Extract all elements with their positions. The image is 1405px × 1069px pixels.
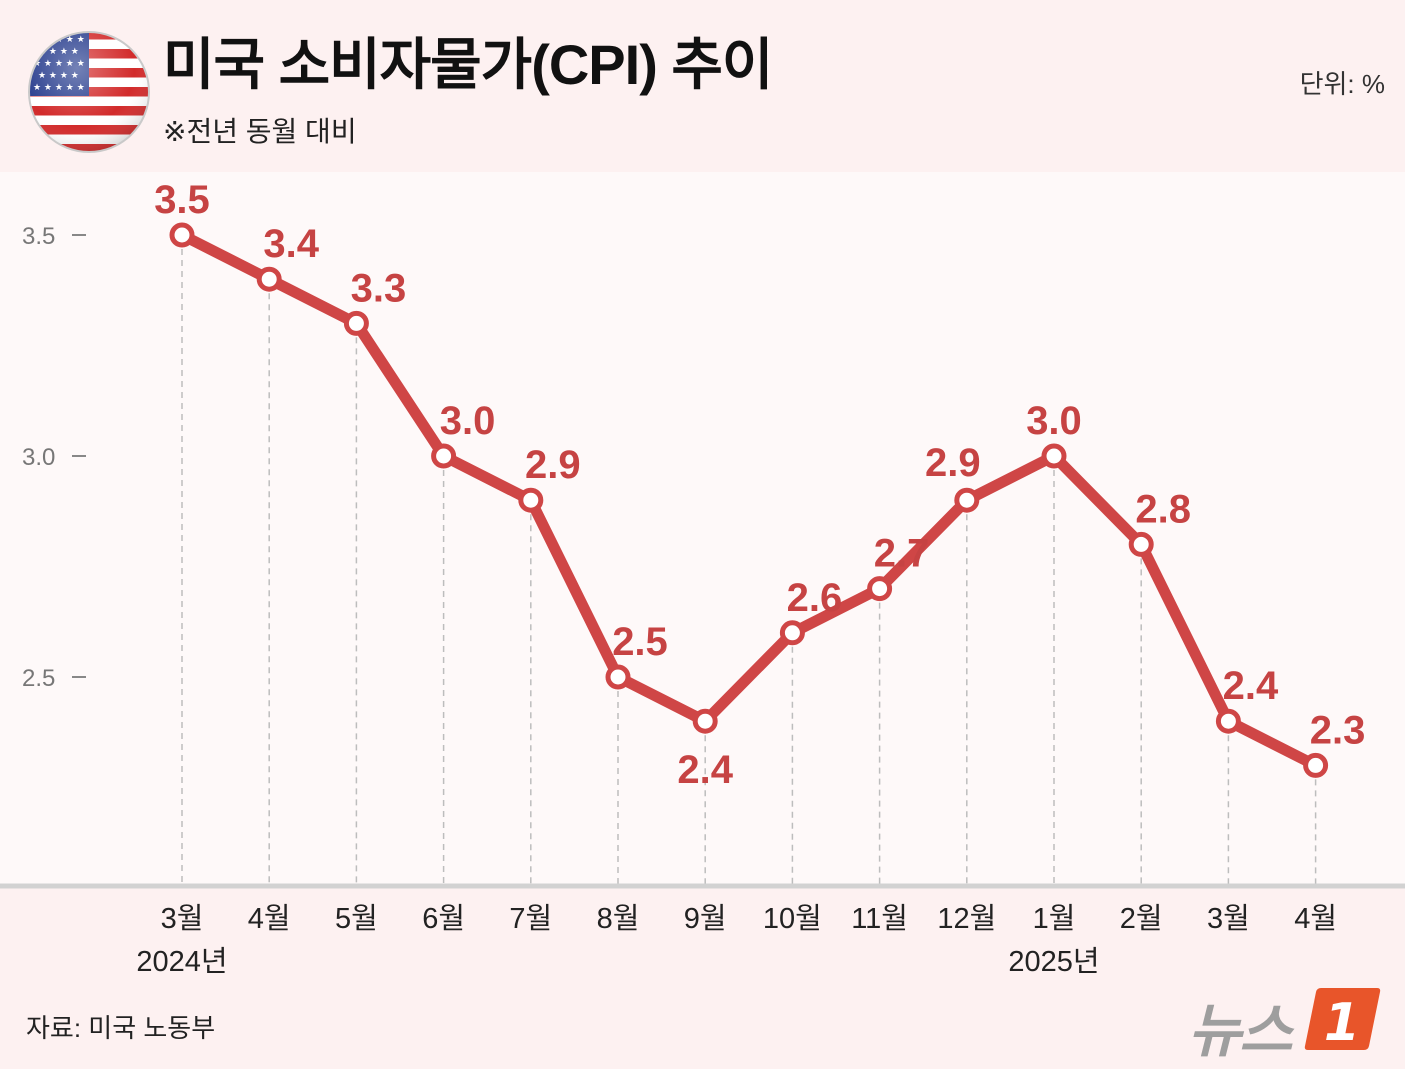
data-labels: 3.5 3.4 3.3 3.0 2.9 2.5 2.4 2.6 2.7 2.9 3.0 2.8 2.4 2… — [154, 178, 1365, 792]
x-tick-label: 3월 — [1207, 902, 1250, 935]
data-point — [1215, 708, 1241, 734]
x-tick-label: 5월 — [335, 902, 378, 935]
x-tick-label: 3월 — [161, 902, 204, 935]
x-tick-label: 11월 — [851, 902, 908, 935]
data-label: 3.3 — [351, 266, 407, 310]
data-label: 2.4 — [1223, 664, 1279, 708]
x-tick-label: 8월 — [597, 902, 640, 935]
data-label: 2.7 — [874, 532, 930, 576]
unit-label: 단위: % — [1299, 69, 1385, 99]
data-label: 3.5 — [154, 178, 210, 222]
series-points — [169, 222, 1329, 778]
logo-mark: 1 — [1324, 993, 1360, 1052]
x-tick-label: 9월 — [684, 902, 727, 935]
x-tick-label: 1월 — [1033, 902, 1076, 935]
data-point — [779, 620, 805, 646]
y-tick-label: 3.5 — [22, 223, 55, 250]
cpi-series-line — [176, 229, 1322, 771]
data-point — [169, 222, 195, 248]
logo-text: 뉴스 — [1188, 999, 1293, 1064]
data-point — [256, 266, 282, 292]
chart-title: 미국 소비자물가(CPI) 추이 — [163, 33, 773, 96]
data-label: 3.4 — [263, 222, 319, 266]
data-label: 2.4 — [677, 748, 733, 792]
data-point — [954, 487, 980, 513]
x-tick-label: 4월 — [248, 902, 291, 935]
vertical-grid — [181, 249, 1317, 884]
chart-subtitle: ※전년 동월 대비 — [163, 116, 357, 147]
data-label: 2.9 — [925, 441, 981, 485]
data-point — [343, 310, 369, 336]
x-tick-label: 10월 — [763, 902, 822, 935]
data-label: 3.0 — [440, 399, 496, 443]
x-year-label: 2025년 — [1008, 946, 1099, 978]
data-label: 3.0 — [1026, 399, 1082, 443]
data-label: 2.5 — [612, 620, 668, 664]
data-point — [518, 487, 544, 513]
data-point — [867, 576, 893, 602]
data-label: 2.3 — [1310, 708, 1366, 752]
y-tick-label: 3.0 — [22, 444, 55, 471]
source-note: 자료: 미국 노동부 — [26, 1013, 216, 1043]
x-year-label: 2024년 — [136, 946, 227, 978]
data-point — [605, 664, 631, 690]
us-flag-icon: ★ ★ ★ ★ ★ ★ ★ ★ ★ ★ ★ ★ ★ ★ ★ ★ ★ ★ ★ ★ … — [28, 31, 150, 153]
news1-logo: 뉴스 1 — [1188, 982, 1388, 1064]
y-axis: 3.5 3.0 2.5 — [22, 223, 86, 692]
x-tick-label: 6월 — [422, 902, 465, 935]
x-tick-label: 12월 — [937, 902, 996, 935]
data-point — [431, 443, 457, 469]
data-label: 2.9 — [525, 443, 581, 487]
x-axis-labels: 3월 2024년 4월 5월 6월 7월 8월 9월 10월 11월 12월 1월 2025년 2월 3월 4… — [136, 902, 1337, 978]
x-tick-label: 7월 — [509, 902, 552, 935]
data-point — [692, 708, 718, 734]
data-point — [1128, 531, 1154, 557]
logo-badge-icon: 1 — [1304, 988, 1381, 1052]
x-tick-label: 2월 — [1120, 902, 1163, 935]
y-tick-label: 2.5 — [22, 665, 55, 692]
data-label: 2.6 — [787, 576, 843, 620]
x-tick-label: 4월 — [1294, 902, 1337, 935]
data-label: 2.8 — [1135, 487, 1191, 531]
series-line — [176, 229, 1322, 771]
data-point — [1041, 443, 1067, 469]
data-point — [1303, 752, 1329, 778]
plot-area — [0, 172, 1405, 884]
